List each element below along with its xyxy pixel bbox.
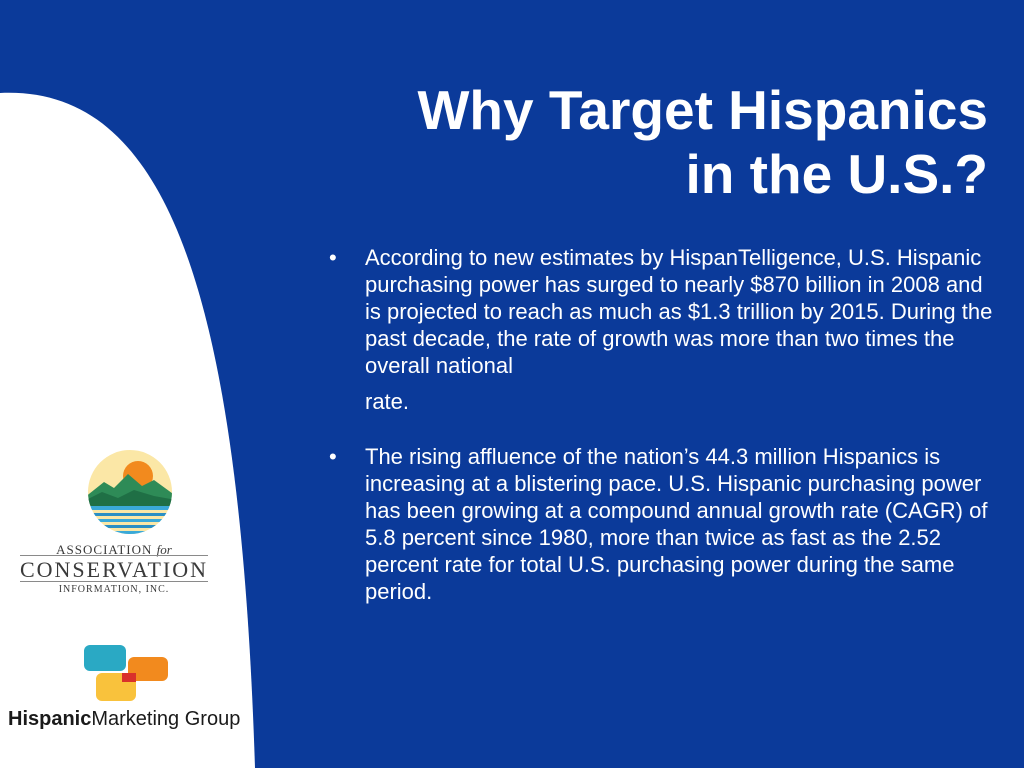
aci-bottom-rule — [20, 581, 208, 582]
aci-name-line-1: ASSOCIATION for — [14, 542, 214, 558]
hmg-word-hispanic: Hispanic — [8, 708, 92, 730]
hmg-word-marketing-group: Marketing Group — [91, 708, 241, 730]
bullet-text-2: The rising affluence of the nation’s 44.… — [365, 444, 988, 604]
bullet-glyph: • — [329, 444, 337, 469]
bullet-text-1: According to new estimates by HispanTell… — [365, 245, 993, 378]
aci-name-line-3: INFORMATION, INC. — [58, 584, 170, 595]
slide-title: Why Target Hispanics in the U.S.? — [288, 78, 989, 206]
aci-word-for: for — [156, 542, 172, 557]
hmg-logo: HispanicMarketing Group — [8, 643, 240, 743]
bullet-list: • According to new estimates by HispanTe… — [325, 244, 997, 605]
bullet-glyph: • — [329, 245, 337, 270]
sun-mountain-lake-emblem-icon — [88, 450, 172, 534]
aci-name-line-2: CONSERVATION — [19, 557, 209, 582]
bullet-item-affluence: • The rising affluence of the nation’s 4… — [325, 443, 997, 605]
hmg-wordmark: HispanicMarketing Group — [8, 708, 240, 731]
bullet-item-purchasing-power: • According to new estimates by HispanTe… — [325, 244, 997, 415]
title-line-1: Why Target Hispanics — [417, 79, 989, 141]
title-line-2: in the U.S.? — [685, 143, 989, 205]
bullet-text-1-tail: rate. — [365, 389, 410, 414]
aci-logo: ASSOCIATION for CONSERVATION INFORMATION… — [14, 446, 214, 606]
aci-top-rule — [20, 555, 208, 556]
colored-tiles-mark-icon — [84, 645, 168, 701]
aci-word-association: ASSOCIATION — [56, 542, 153, 557]
